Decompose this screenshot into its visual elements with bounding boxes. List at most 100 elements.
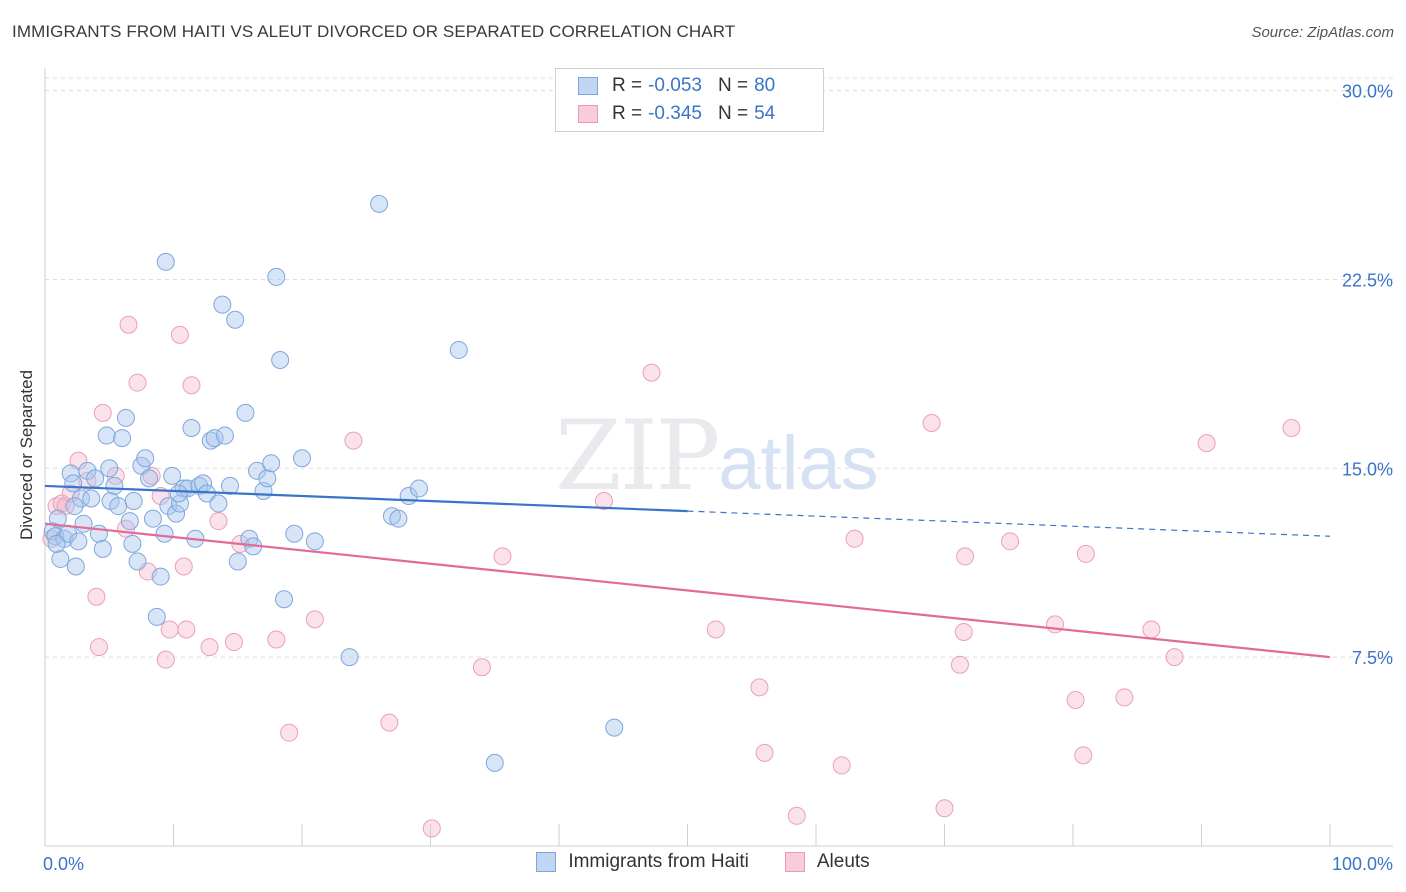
aleut-point [380, 713, 399, 732]
haiti-point [86, 469, 105, 488]
aleut-point [87, 587, 106, 606]
haiti-point [271, 351, 290, 370]
aleut-point [787, 806, 806, 825]
haiti-trend-extension [687, 510, 1331, 537]
haiti-point [226, 310, 245, 329]
watermark: ZIPatlas [555, 400, 879, 512]
aleut-point [1282, 419, 1301, 438]
haiti-point [236, 403, 255, 422]
haiti-point [267, 267, 286, 286]
legend-label-aleuts: Aleuts [816, 851, 870, 872]
aleut-point [706, 620, 725, 639]
aleut-point [755, 743, 774, 762]
haiti-point [128, 552, 147, 571]
haiti-point [275, 590, 294, 609]
legend-r-label: R = [612, 103, 643, 124]
haiti-point [485, 753, 504, 772]
legend-item-aleuts[interactable]: Aleuts [784, 851, 870, 873]
aleut-point [642, 363, 661, 382]
aleut-point [1001, 532, 1020, 551]
legend-n-label: N = [717, 103, 749, 124]
haiti-point [285, 524, 304, 543]
x-tick-label: 100.0% [1332, 854, 1393, 874]
y-tick-label: 22.5% [1342, 270, 1393, 290]
legend-r-value: -0.345 [648, 103, 702, 124]
haiti-point [389, 509, 408, 528]
haiti-point [105, 476, 124, 495]
haiti-point [74, 514, 93, 533]
haiti-point [109, 497, 128, 516]
aleut-point [93, 403, 112, 422]
watermark-atlas: atlas [718, 421, 879, 506]
aleut-point [472, 658, 491, 677]
aleut-point [89, 638, 108, 657]
y-tick-label: 30.0% [1342, 82, 1393, 102]
haiti-point [97, 426, 116, 445]
haiti-point [113, 429, 132, 448]
haiti-point [47, 534, 66, 553]
legend-swatch-haiti [536, 852, 557, 872]
haiti-point [449, 340, 468, 359]
haiti-point [156, 252, 175, 271]
haiti-point [174, 479, 193, 498]
aleut-point [151, 486, 170, 505]
haiti-point [64, 474, 83, 493]
aleut-point [170, 325, 189, 344]
aleut-point [1066, 690, 1085, 709]
aleut-point [280, 723, 299, 742]
haiti-point [370, 194, 389, 213]
aleut-point [1074, 746, 1093, 765]
haiti-point [71, 489, 90, 508]
source-label: Source: ZipAtlas.com [1251, 24, 1394, 41]
legend-swatch-aleuts [578, 105, 598, 123]
haiti-point [124, 492, 143, 511]
aleut-point [594, 492, 613, 511]
haiti-point [82, 489, 101, 508]
series-legend: Immigrants from Haiti Aleuts [0, 851, 1406, 873]
aleut-point [305, 610, 324, 629]
aleut-point [344, 431, 363, 450]
haiti-point [258, 469, 277, 488]
haiti-point [213, 295, 232, 314]
y-tick-label: 7.5% [1352, 648, 1393, 668]
legend-item-haiti[interactable]: Immigrants from Haiti [536, 851, 749, 873]
aleut-point [750, 678, 769, 697]
legend-label-haiti: Immigrants from Haiti [568, 851, 749, 872]
legend-swatch-haiti [578, 77, 598, 95]
aleut-point [267, 630, 286, 649]
haiti-point [163, 466, 182, 485]
haiti-point [293, 449, 311, 468]
chart-title: IMMIGRANTS FROM HAITI VS ALEUT DIVORCED … [12, 22, 736, 41]
haiti-point [93, 539, 112, 558]
haiti-point [147, 607, 166, 626]
haiti-point [182, 419, 201, 438]
haiti-point [167, 504, 186, 523]
aleut-point [200, 638, 219, 657]
haiti-point [100, 459, 119, 478]
haiti-point [116, 408, 135, 427]
y-tick-label: 15.0% [1342, 459, 1393, 479]
legend-n-value: 54 [754, 103, 776, 124]
haiti-point [169, 484, 188, 503]
haiti-point [66, 557, 85, 576]
aleut-point [845, 529, 864, 548]
haiti-point [262, 454, 281, 473]
haiti-trend-line [44, 484, 688, 513]
haiti-point [151, 567, 170, 586]
haiti-point [48, 509, 67, 528]
haiti-point [65, 497, 84, 516]
aleut-point [1197, 434, 1216, 453]
watermark-zip: ZIP [555, 400, 720, 512]
aleut-point [182, 376, 201, 395]
aleut-trend-line [44, 522, 1331, 659]
haiti-point [340, 648, 359, 667]
aleut-point [1076, 544, 1095, 563]
haiti-point [209, 494, 228, 513]
haiti-point [143, 509, 162, 528]
aleut-point [422, 819, 441, 838]
haiti-point [155, 524, 174, 543]
haiti-point [123, 534, 142, 553]
legend-n-label: N = [717, 75, 749, 96]
haiti-point [159, 497, 178, 516]
